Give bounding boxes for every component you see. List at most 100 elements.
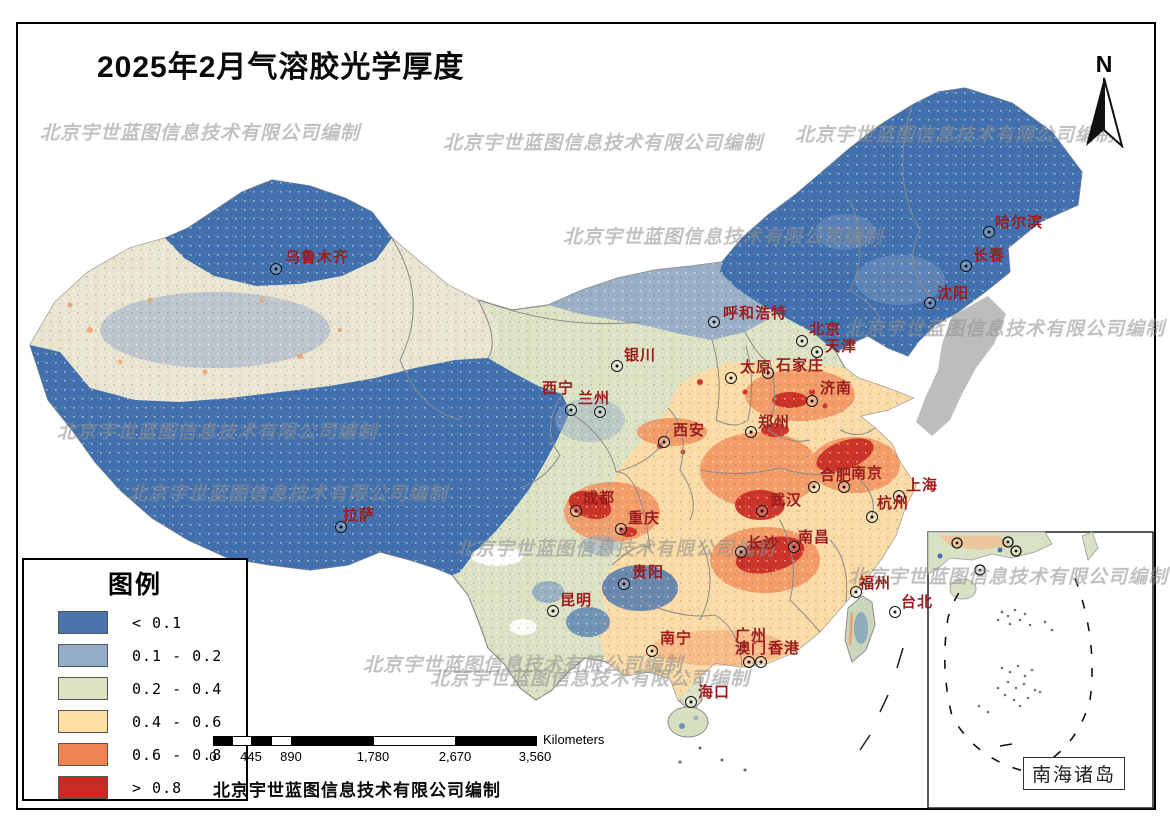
- legend-label: 0.1 - 0.2: [132, 646, 223, 665]
- north-arrow: N: [1080, 52, 1128, 152]
- city-marker: [808, 481, 820, 493]
- city-label: 呼和浩特: [723, 305, 788, 322]
- city-marker: [893, 490, 905, 502]
- city-label: 武汉: [770, 492, 803, 509]
- watermark-text: 北京宇世蓝图信息技术有限公司编制: [443, 133, 764, 154]
- city-marker: [983, 226, 995, 238]
- city-marker: [762, 367, 774, 379]
- city-marker: [594, 406, 606, 418]
- city-label: 上海: [906, 477, 939, 494]
- city-label: 成都: [583, 490, 616, 507]
- city-marker: [866, 511, 878, 523]
- watermark-text: 北京宇世蓝图信息技术有限公司编制: [795, 125, 1116, 146]
- scale-bar-segment: [292, 737, 374, 745]
- scale-bar-tick: 2,670: [438, 749, 472, 764]
- legend-label: 0.2 - 0.4: [132, 679, 223, 698]
- city-label: 重庆: [628, 510, 661, 527]
- legend-swatch: [58, 710, 108, 733]
- legend-swatch: [58, 677, 108, 700]
- scale-bar-tick: 3,560: [518, 749, 552, 764]
- city-label: 天津: [825, 338, 858, 355]
- city-marker: [745, 426, 757, 438]
- inset-label: 南海诸岛: [1031, 764, 1116, 786]
- city-label: 北京: [809, 321, 842, 338]
- city-label: 兰州: [578, 390, 611, 407]
- main-map-islets: [678, 746, 747, 772]
- city-marker: [615, 523, 627, 535]
- watermark-text: 北京宇世蓝图信息技术有限公司编制: [563, 227, 884, 248]
- city-label: 长沙: [747, 535, 780, 552]
- scale-bar-tick: 445: [240, 749, 262, 764]
- credit-line: 北京宇世蓝图信息技术有限公司编制: [213, 781, 501, 800]
- scale-bar-segment: [252, 737, 272, 745]
- city-label: 台北: [901, 594, 934, 611]
- city-marker: [811, 346, 823, 358]
- city-marker: [743, 656, 755, 668]
- city-label: 杭州: [877, 495, 910, 512]
- inset-hainan: [949, 578, 977, 600]
- city-label: 广州: [735, 627, 768, 644]
- watermark-text: 北京宇世蓝图信息技术有限公司编制: [57, 422, 378, 443]
- watermark-text: 北京宇世蓝图信息技术有限公司编制: [845, 319, 1166, 340]
- city-label: 长春: [973, 247, 1006, 264]
- city-marker: [570, 505, 582, 517]
- scale-bar-unit: Kilometers: [543, 732, 605, 747]
- city-marker: [850, 586, 862, 598]
- scale-bar-segment: [374, 737, 456, 745]
- city-label: 哈尔滨: [995, 214, 1044, 231]
- city-marker: [889, 606, 901, 618]
- legend-box: 图例 < 0.1 0.1 - 0.2 0.2 - 0.4 0.4 - 0.6 0.6 -…: [22, 558, 248, 801]
- north-label: N: [1095, 51, 1113, 77]
- legend-item: 0.1 - 0.2: [58, 644, 246, 667]
- watermark-text: 北京宇世蓝图信息技术有限公司编制: [430, 669, 751, 690]
- city-marker: [646, 645, 658, 657]
- city-marker: [924, 297, 936, 309]
- legend-item: 0.2 - 0.4: [58, 677, 246, 700]
- city-label: 昆明: [560, 592, 593, 609]
- city-marker: [658, 436, 670, 448]
- legend-item: 0.6 - 0.8: [58, 743, 246, 766]
- city-label: 西安: [673, 422, 706, 439]
- legend-swatch: [58, 776, 108, 799]
- watermark-text: 北京宇世蓝图信息技术有限公司编制: [128, 484, 449, 505]
- city-marker: [685, 696, 697, 708]
- city-marker: [755, 656, 767, 668]
- watermark-text: 北京宇世蓝图信息技术有限公司编制: [363, 655, 684, 676]
- inset-nine-dash-line: [944, 577, 1093, 773]
- city-marker: [547, 605, 559, 617]
- scale-bar-segment: [272, 737, 292, 745]
- city-marker: [611, 360, 623, 372]
- city-marker: [796, 335, 808, 347]
- city-label: 西宁: [542, 380, 575, 397]
- inset-taiwan: [1081, 531, 1099, 561]
- city-marker: [725, 372, 737, 384]
- scale-bar-segment: [233, 737, 252, 745]
- scale-bar-tick: 0: [209, 749, 217, 764]
- taiwan-island: [844, 595, 876, 663]
- city-label: 沈阳: [937, 285, 970, 302]
- inset-label-box: 南海诸岛: [1023, 757, 1125, 790]
- scale-bar: 0 445 890 1,780 2,670 3,560 Kilometers: [209, 732, 604, 765]
- scale-bar-segment: [456, 737, 536, 745]
- city-marker: [960, 260, 972, 272]
- city-label: 合肥: [820, 467, 853, 484]
- watermark-text: 北京宇世蓝图信息技术有限公司编制: [455, 539, 776, 560]
- city-label: 香港: [768, 640, 801, 657]
- city-marker: [838, 481, 850, 493]
- city-marker: [806, 395, 818, 407]
- legend-label: 0.4 - 0.6: [132, 712, 223, 731]
- city-marker: [788, 541, 800, 553]
- korea-region: [916, 296, 1006, 436]
- hainan-island: [667, 706, 709, 738]
- inset-city-symbols: [951, 536, 1022, 576]
- scale-bar-ticks: 0 445 890 1,780 2,670 3,560: [209, 749, 551, 765]
- city-marker: [735, 546, 747, 558]
- legend-item: > 0.8: [58, 776, 246, 799]
- city-label: 拉萨: [343, 507, 376, 524]
- inset-island-dots: [977, 608, 1054, 714]
- province-boundaries: [391, 104, 936, 668]
- legend-label: < 0.1: [132, 613, 183, 632]
- city-label: 济南: [820, 380, 853, 397]
- scale-bar-tick: 890: [280, 749, 302, 764]
